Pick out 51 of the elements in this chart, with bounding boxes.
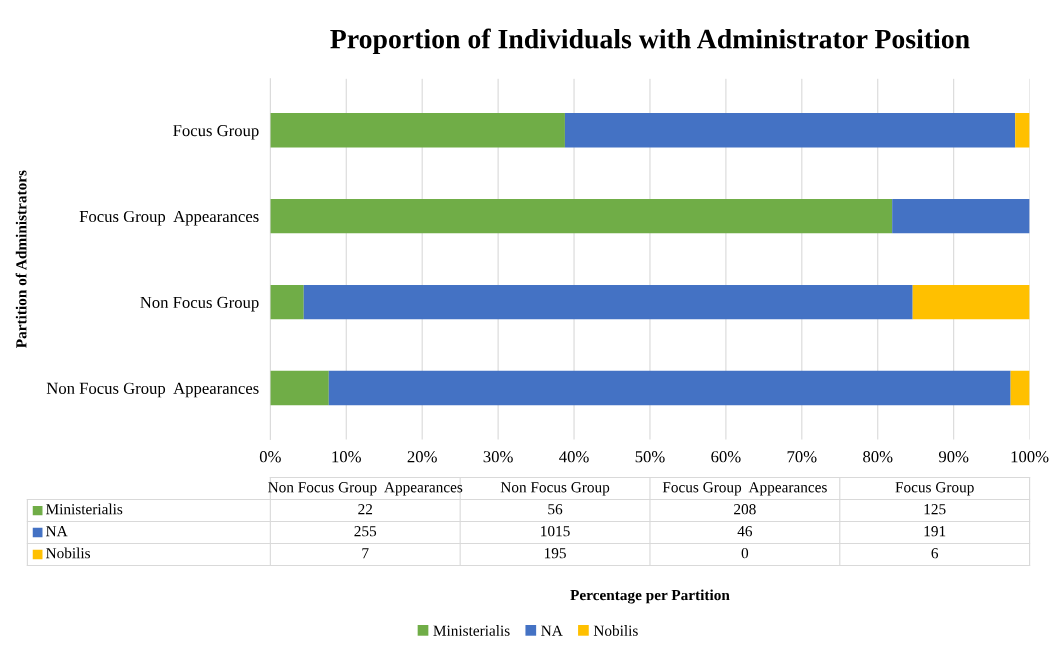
x-tick-label: 60% bbox=[711, 451, 741, 463]
bar bbox=[270, 113, 565, 148]
x-tick-label: 0% bbox=[259, 451, 281, 463]
bar bbox=[912, 284, 1030, 320]
category-label: Focus Group Appearances bbox=[662, 482, 827, 496]
category-label: Non Focus Group bbox=[500, 482, 610, 496]
y-axis-title: Partition of Administrators bbox=[15, 170, 27, 348]
data-label: 125 bbox=[924, 504, 946, 515]
bar bbox=[1015, 113, 1030, 148]
data-label: 46 bbox=[737, 526, 753, 537]
bar bbox=[328, 370, 1011, 406]
data-label: 56 bbox=[548, 504, 563, 515]
bar bbox=[270, 198, 893, 234]
bar bbox=[270, 370, 329, 406]
x-tick-label: 20% bbox=[407, 451, 437, 463]
legend-label: Nobilis bbox=[46, 547, 91, 559]
legend-label: Nobilis bbox=[593, 625, 638, 636]
bar bbox=[303, 284, 913, 320]
x-tick-label: 70% bbox=[787, 451, 817, 463]
data-label: 195 bbox=[544, 548, 566, 559]
data-label: 0 bbox=[741, 548, 749, 559]
y-tick-label: Focus Group Appearances bbox=[79, 210, 259, 226]
x-tick-label: 90% bbox=[938, 451, 969, 463]
legend-label: NA bbox=[541, 625, 563, 636]
legend-label: Ministerialis bbox=[433, 625, 510, 636]
x-tick-label: 50% bbox=[635, 451, 665, 463]
x-tick-label: 40% bbox=[559, 451, 589, 463]
x-tick-label: 30% bbox=[483, 451, 513, 463]
y-tick-label: Non Focus Group Appearances bbox=[46, 382, 259, 398]
bar bbox=[270, 284, 304, 320]
data-label: 7 bbox=[362, 548, 369, 559]
y-tick-label: Non Focus Group bbox=[140, 296, 259, 312]
data-label: 255 bbox=[354, 526, 377, 537]
legend-label: NA bbox=[46, 526, 68, 537]
bar bbox=[892, 198, 1030, 234]
data-label: 1015 bbox=[541, 526, 570, 537]
chart-title: Proportion of Individuals with Administrator Position bbox=[330, 28, 970, 55]
data-label: 191 bbox=[924, 526, 946, 537]
y-tick-label: Focus Group bbox=[173, 125, 259, 140]
x-tick-label: 10% bbox=[332, 451, 361, 463]
x-tick-label: 80% bbox=[863, 451, 893, 463]
legend-label: Ministerialis bbox=[46, 503, 123, 515]
category-label: Focus Group bbox=[895, 482, 974, 496]
data-label: 6 bbox=[931, 548, 939, 559]
category-label: Non Focus Group Appearances bbox=[268, 482, 463, 496]
x-tick-label: 100% bbox=[1011, 451, 1049, 463]
data-label: 208 bbox=[734, 504, 756, 515]
bar bbox=[564, 113, 1016, 148]
bar bbox=[1010, 370, 1030, 406]
x-axis-title: Percentage per Partition bbox=[570, 589, 730, 604]
data-label: 22 bbox=[358, 504, 373, 515]
